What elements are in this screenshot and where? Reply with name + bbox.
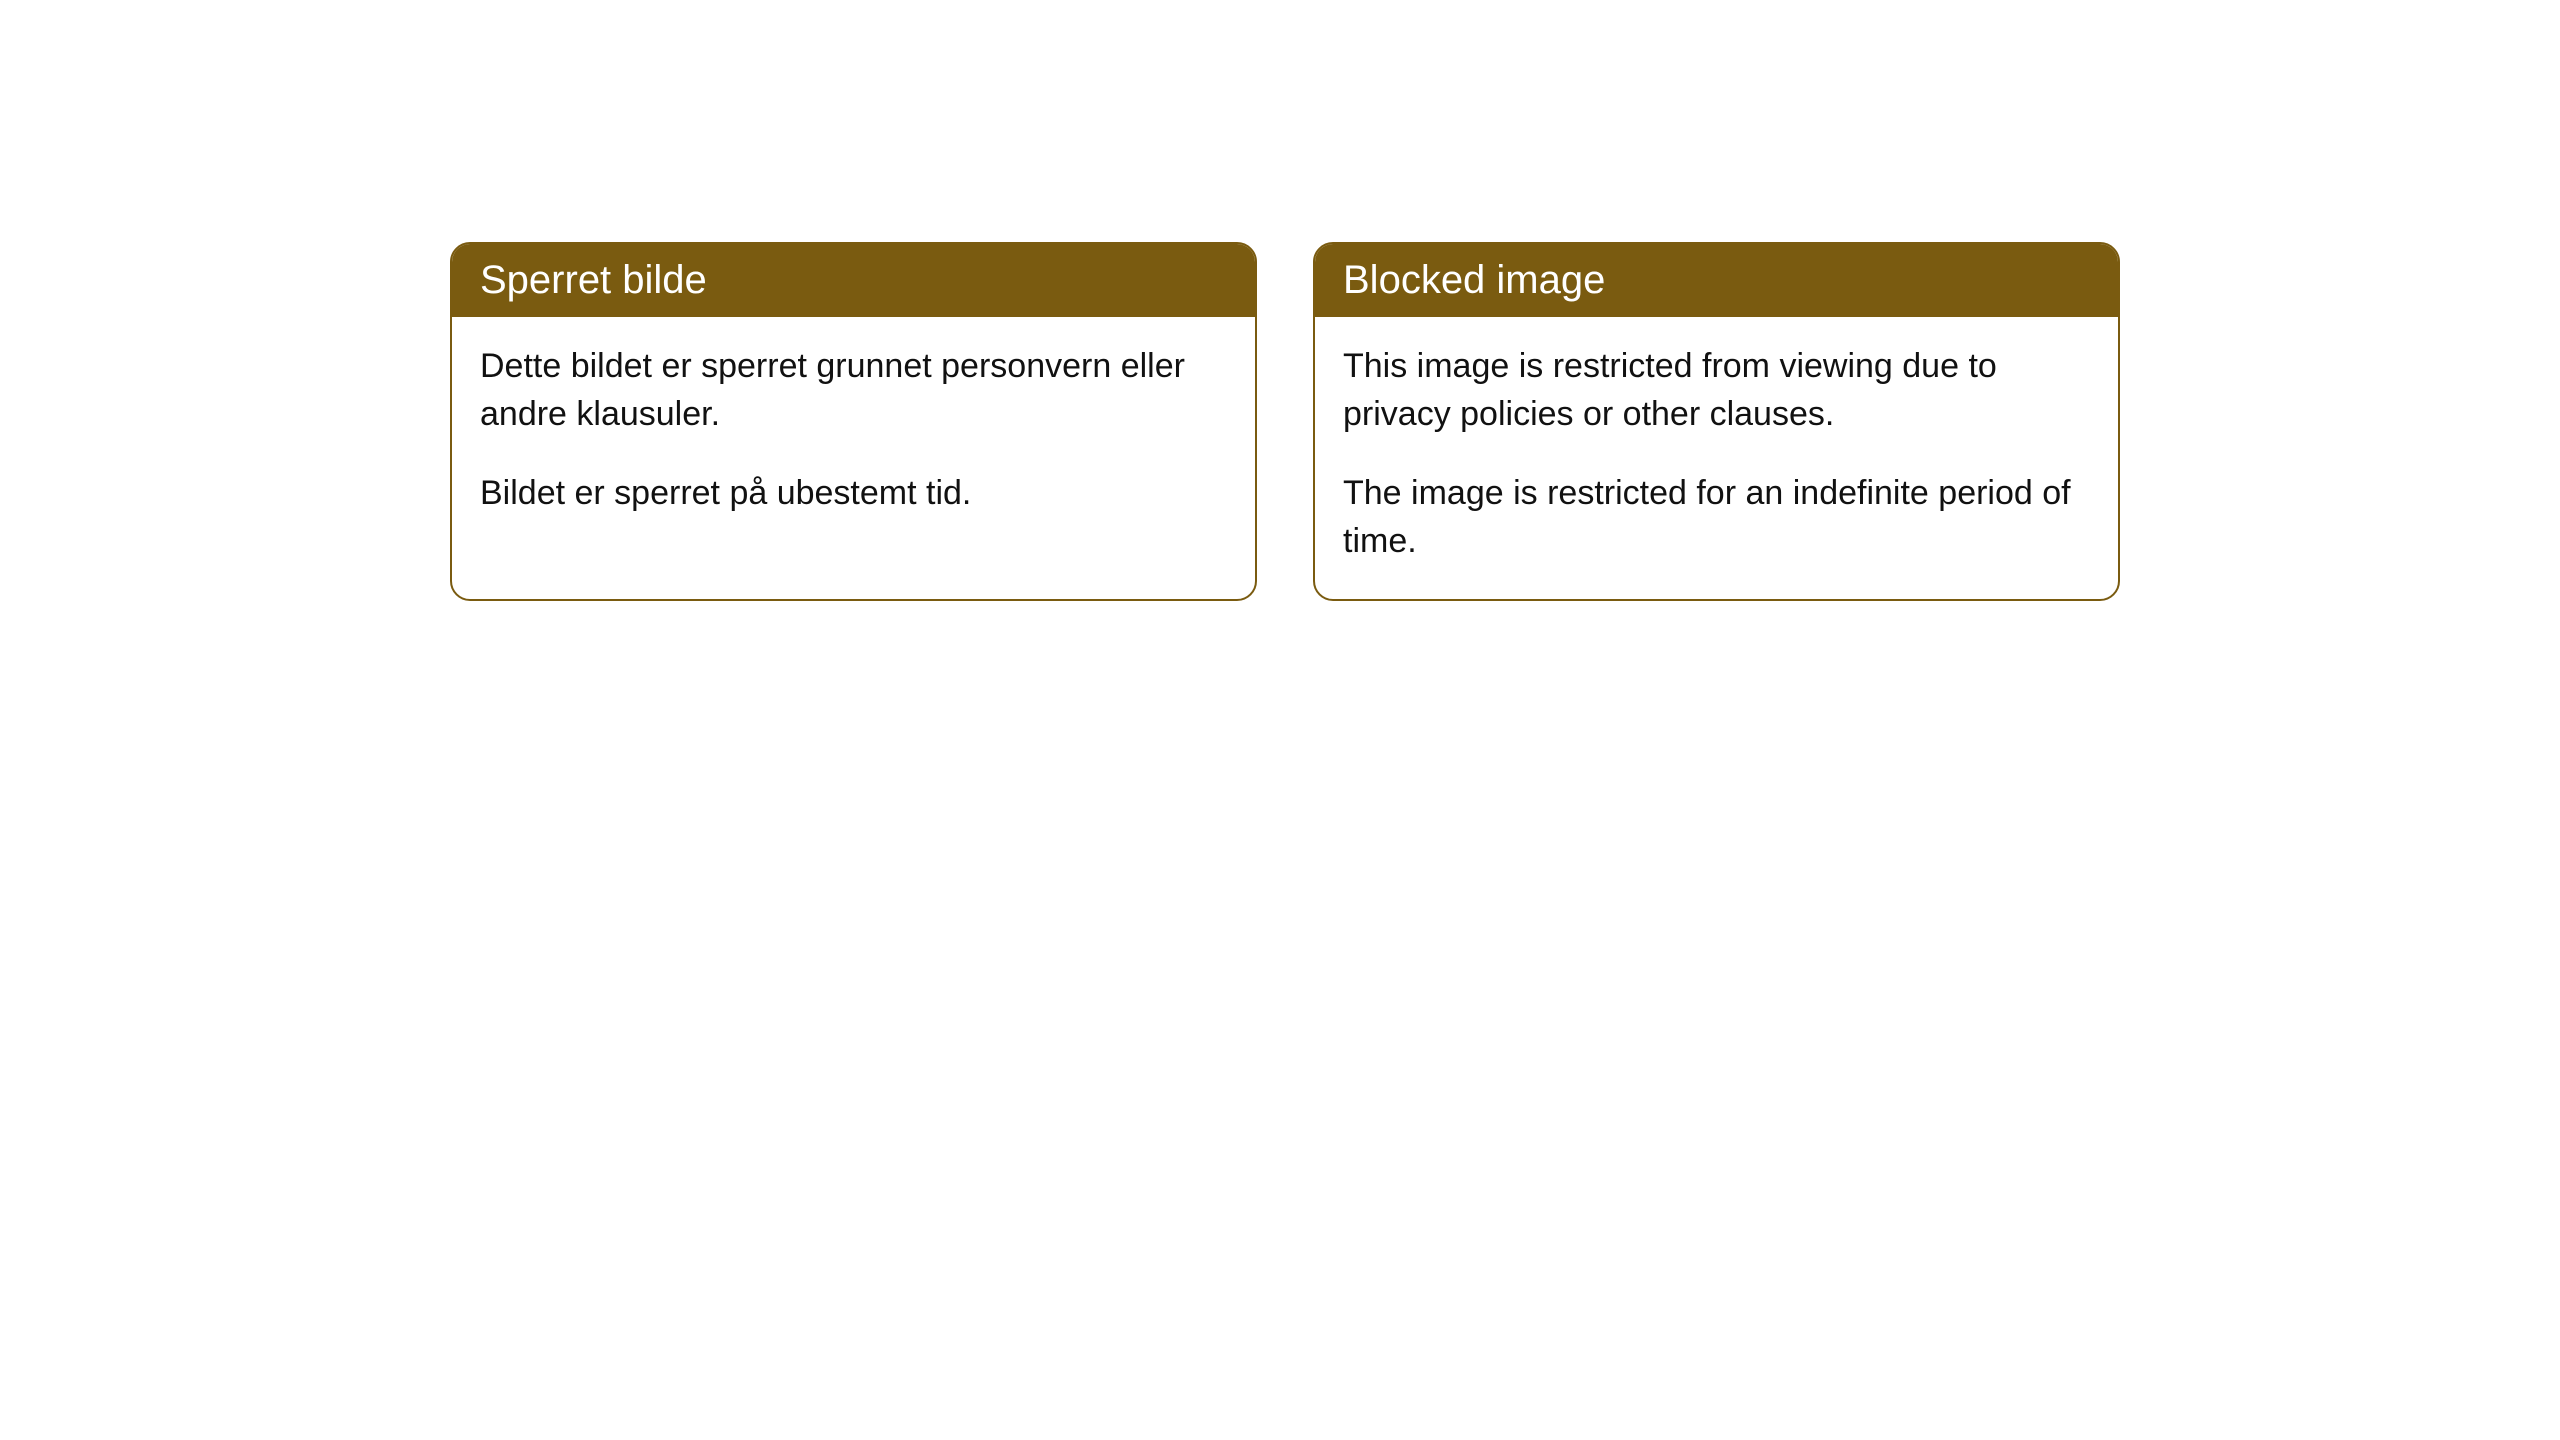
card-paragraph: Bildet er sperret på ubestemt tid. — [480, 470, 1227, 518]
blocked-image-card-english: Blocked image This image is restricted f… — [1313, 242, 2120, 601]
cards-container: Sperret bilde Dette bildet er sperret gr… — [450, 242, 2120, 601]
card-paragraph: This image is restricted from viewing du… — [1343, 343, 2090, 438]
card-header: Blocked image — [1315, 244, 2118, 317]
card-paragraph: Dette bildet er sperret grunnet personve… — [480, 343, 1227, 438]
card-body: This image is restricted from viewing du… — [1315, 317, 2118, 599]
card-title: Blocked image — [1343, 258, 1605, 302]
card-header: Sperret bilde — [452, 244, 1255, 317]
card-body: Dette bildet er sperret grunnet personve… — [452, 317, 1255, 552]
blocked-image-card-norwegian: Sperret bilde Dette bildet er sperret gr… — [450, 242, 1257, 601]
card-title: Sperret bilde — [480, 258, 707, 302]
card-paragraph: The image is restricted for an indefinit… — [1343, 470, 2090, 565]
